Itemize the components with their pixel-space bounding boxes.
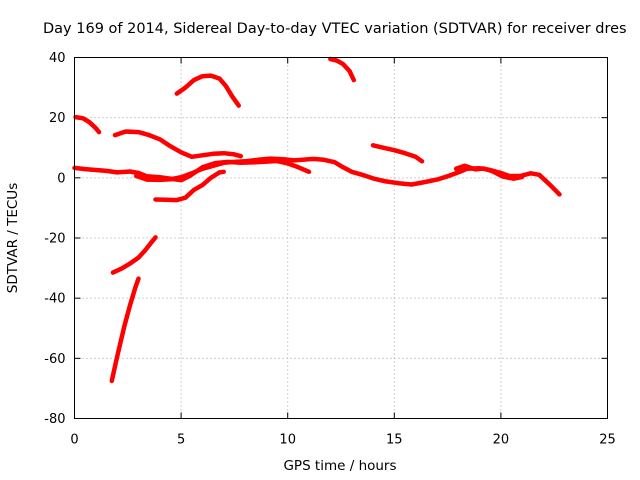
y-tick-label: 40: [49, 51, 66, 66]
chart-title: Day 169 of 2014, Sidereal Day-to-day VTE…: [43, 21, 627, 37]
series-arc-11: [109, 276, 141, 384]
y-tick-label: -60: [44, 352, 65, 367]
y-tick-label: 20: [49, 111, 66, 126]
series-arc-3: [174, 73, 241, 108]
series-arc-10: [110, 235, 158, 275]
series-arc-1: [73, 114, 102, 135]
axis-ticks: 0 5 10 15 20 25 -80 -60 -40 -20 0 20 40: [44, 51, 616, 448]
series-arc-9: [153, 169, 226, 203]
x-axis-label: GPS time / hours: [283, 458, 396, 474]
x-tick-label: 5: [177, 433, 185, 448]
plot-frame: [74, 57, 608, 419]
series-arc-7: [134, 156, 562, 197]
series-arc-5: [370, 143, 425, 164]
y-tick-label: -80: [44, 412, 65, 427]
series-arc-8: [453, 163, 525, 181]
x-tick-label: 15: [386, 433, 403, 448]
series-arc-6: [72, 158, 312, 183]
y-tick-label: -40: [44, 292, 65, 307]
series-arc-4: [328, 56, 357, 83]
x-tick-label: 20: [493, 433, 510, 448]
x-tick-label: 10: [279, 433, 296, 448]
data-series: [72, 56, 562, 384]
x-tick-label: 25: [599, 433, 616, 448]
y-tick-label: 0: [57, 171, 65, 186]
series-arc-2: [112, 129, 244, 160]
x-tick-label: 0: [70, 433, 78, 448]
y-axis-label: SDTVAR / TECUs: [5, 183, 21, 293]
y-tick-label: -20: [44, 232, 65, 247]
